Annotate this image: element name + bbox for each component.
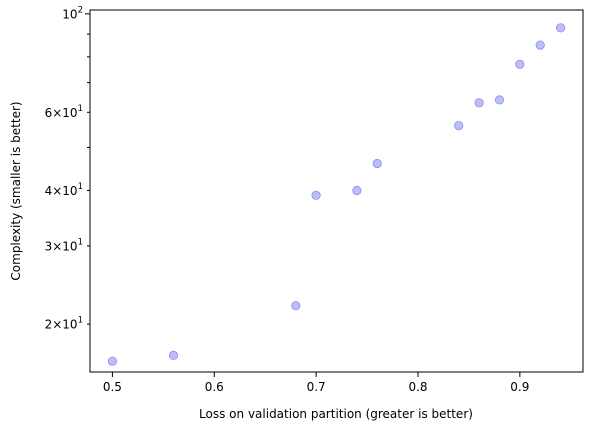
y-minor-tick-3-label: 4×101 [45,182,83,198]
x-axis-label: Loss on validation partition (greater is… [199,407,473,421]
data-point-3 [291,301,301,311]
x-tick-label-1: 0.5 [103,380,122,394]
y-major-tick-1-label: 102 [62,5,83,21]
x-tick-label-3: 0.7 [307,380,326,394]
y-minor-tick-4-label: 6×101 [45,104,83,120]
data-point-5 [352,185,362,196]
x-tick-label-4: 0.8 [408,380,427,394]
data-point-12 [555,23,566,33]
data-point-11 [535,40,545,50]
data-point-7 [454,121,464,131]
plot-frame [89,9,584,373]
x-axis-ticks: 0.5 0.6 0.7 0.8 0.9 [103,372,529,394]
data-point-4 [311,190,321,200]
data-point-8 [474,98,484,108]
y-minor-tick-1-label: 2×101 [45,316,83,332]
x-tick-label-2: 0.6 [205,380,224,394]
x-tick-label-5: 0.9 [510,380,529,394]
data-points [107,23,566,366]
y-minor-tick-2-label: 3×101 [45,237,83,253]
data-point-9 [494,95,505,105]
data-point-1 [107,356,118,366]
y-axis-label: Complexity (smaller is better) [9,101,23,280]
data-point-2 [168,350,179,360]
y-axis-ticks: 102 2×101 3×101 4×101 6×101 [45,5,90,332]
data-point-10 [515,59,525,69]
data-point-6 [372,158,382,169]
plot-background [90,10,583,372]
